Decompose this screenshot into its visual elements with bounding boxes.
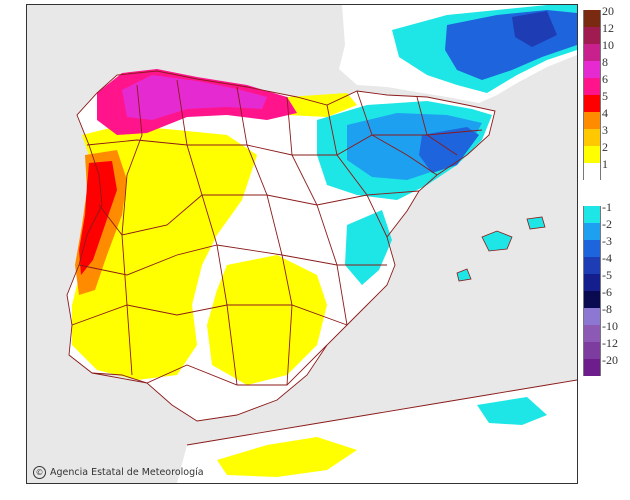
legend-label: 12 [602, 21, 614, 35]
watermark-text: tiempo.com [464, 459, 569, 477]
copyright-icon: © [33, 466, 46, 479]
legend-label: -5 [602, 268, 612, 282]
legend-swatch [583, 308, 601, 325]
legend-label: 4 [602, 106, 608, 120]
legend-label: -2 [602, 217, 612, 231]
legend-swatch [583, 78, 601, 95]
credit-line: © Agencia Estatal de Meteorología [33, 466, 204, 479]
cold-anomaly-northeast-core [347, 113, 482, 180]
legend-label: -12 [602, 336, 618, 350]
legend-swatch [583, 146, 601, 163]
province-borders [66, 70, 496, 422]
legend-swatch [583, 240, 601, 257]
france-cold-deep [512, 11, 557, 47]
legend-swatch [583, 257, 601, 274]
legend-swatch [583, 325, 601, 342]
legend-label: -8 [602, 302, 612, 316]
legend-swatch [583, 274, 601, 291]
legend-swatch [583, 129, 601, 146]
warm-anomaly-center [207, 255, 327, 385]
balearic-islands [456, 216, 546, 282]
legend-swatch [583, 359, 601, 376]
legend-label: -10 [602, 319, 618, 333]
legend-swatch [583, 27, 601, 44]
legend-swatch [583, 44, 601, 61]
legend-label: 6 [602, 72, 608, 86]
legend-label: 10 [602, 38, 614, 52]
legend-swatch [583, 10, 601, 27]
legend-label: -3 [602, 234, 612, 248]
legend-swatch [583, 291, 601, 308]
north-africa-border [186, 379, 577, 446]
legend-swatch [583, 342, 601, 359]
legend-swatch [583, 163, 601, 180]
legend-label: 2 [602, 140, 608, 154]
africa-warm-anomaly [217, 437, 357, 477]
legend-swatch [583, 61, 601, 78]
legend-label: 1 [602, 157, 608, 171]
legend-label: -4 [602, 251, 612, 265]
legend-swatch [583, 95, 601, 112]
hot-anomaly-north-core [122, 75, 267, 120]
legend-swatch [583, 206, 601, 223]
hot-anomaly-west-core [79, 161, 117, 275]
legend-label: -1 [602, 200, 612, 214]
legend-swatch [583, 223, 601, 240]
legend-label: -6 [602, 285, 612, 299]
legend-label: 5 [602, 89, 608, 103]
credit-text: Agencia Estatal de Meteorología [50, 467, 204, 478]
color-legend: 20 12 10 8 6 5 4 3 2 1 -1 -2 -3 -4 -5 -6 -8 -10 -12 -20 [583, 4, 627, 480]
legend-label: -20 [602, 353, 618, 367]
anomaly-map: © Agencia Estatal de Meteorología tiempo… [26, 4, 578, 484]
africa-cold-anomaly [477, 397, 547, 425]
legend-label: 8 [602, 55, 608, 69]
map-canvas [27, 5, 577, 483]
legend-swatch [583, 112, 601, 129]
legend-label: 20 [602, 4, 614, 18]
cold-anomaly-east [345, 210, 392, 285]
legend-label: 3 [602, 123, 608, 137]
